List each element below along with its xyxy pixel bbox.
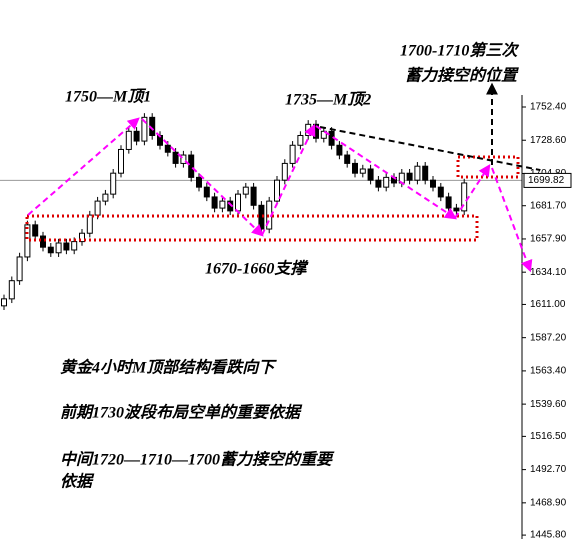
price-tag (523, 172, 572, 188)
candle-body (367, 168, 374, 181)
candle-body (118, 148, 124, 174)
arrow (27, 117, 140, 216)
arrow (141, 118, 264, 237)
y-tick-label: 1539.60 (530, 399, 567, 410)
arrow (491, 167, 533, 273)
annotation-shapes (25, 82, 541, 273)
candle-body (274, 179, 280, 202)
y-tick-label: 1657.90 (530, 234, 567, 245)
trendline (319, 126, 541, 171)
candle-body (1, 298, 7, 307)
candle-body (86, 214, 93, 234)
candle-body (250, 186, 257, 206)
y-tick-label: 1728.60 (530, 135, 567, 146)
candle-body (63, 242, 70, 251)
candle-body (71, 241, 78, 251)
candle-body (219, 200, 226, 209)
candle-body (125, 130, 132, 150)
candle-body (55, 242, 62, 254)
candle-body (94, 200, 101, 216)
candle-body (453, 207, 460, 212)
candle-body (110, 172, 117, 195)
candle-body (102, 193, 109, 202)
candle-body (235, 193, 241, 212)
candle-body (445, 196, 452, 209)
arrow (454, 163, 491, 219)
candle-body (32, 224, 39, 237)
support-zone (25, 214, 479, 242)
candle-body (297, 134, 304, 146)
arrow (315, 125, 458, 220)
plot (0, 113, 522, 311)
annotation: 蓄力接空的位置 (405, 67, 519, 85)
candle-body (180, 154, 187, 164)
price-tag-label: 1699.82 (528, 175, 565, 186)
candle-body (352, 162, 358, 174)
candle-body (383, 176, 390, 188)
annotation: 1670-1660支撑 (205, 260, 309, 278)
y-tick-label: 1516.50 (530, 431, 567, 442)
annotation: 前期1730波段布局空单的重要依据 (60, 404, 303, 422)
candle-body (47, 246, 54, 254)
y-tick-label: 1587.20 (530, 332, 567, 343)
candle-body (188, 154, 195, 178)
candle-body (320, 130, 327, 139)
candle-body (172, 151, 179, 164)
y-tick-label: 1634.10 (530, 267, 567, 278)
candle-body (40, 235, 46, 248)
annotation: 1700-1710第三次 (400, 42, 519, 60)
annotation: 黄金4小时M顶部结构看跌向下 (60, 359, 277, 377)
y-tick-label: 1468.90 (530, 497, 567, 508)
candle-body (211, 196, 218, 209)
candle-body (242, 186, 249, 195)
pink-arrows (27, 117, 533, 273)
candle-body (437, 186, 444, 198)
candle-body (336, 144, 343, 156)
annotation: 1750—M顶1 (65, 88, 151, 106)
candle-body (164, 144, 171, 153)
candle-body (203, 186, 210, 198)
candle-body (430, 179, 436, 188)
y-tick-label: 1681.70 (530, 200, 567, 211)
candle-body (133, 130, 140, 142)
y-tick-label: 1445.80 (530, 530, 567, 539)
candle-body (196, 176, 202, 188)
candle-body (375, 179, 382, 188)
annotation: 1735—M顶2 (285, 91, 371, 109)
candle-body (359, 168, 366, 174)
candle-body (79, 232, 85, 243)
candle-body (414, 165, 421, 181)
candle-body (344, 154, 351, 164)
candle-body (289, 144, 296, 164)
candle-body (461, 182, 468, 212)
y-tick-label: 1752.40 (530, 102, 567, 113)
candle-body (406, 172, 413, 181)
y-tick-label: 1492.70 (530, 464, 567, 475)
y-tick-label: 1563.40 (530, 366, 567, 377)
annotation: 中间1720—1710—1700蓄力接空的重要 (60, 451, 335, 469)
candle-body (16, 256, 23, 282)
arrow (261, 123, 316, 236)
y-tick-label: 1611.00 (530, 299, 566, 310)
candle-body (8, 280, 15, 300)
candle-body (141, 116, 148, 142)
candle-body (422, 165, 429, 181)
candle-body (281, 162, 288, 181)
annotation: 依据 (60, 473, 95, 491)
